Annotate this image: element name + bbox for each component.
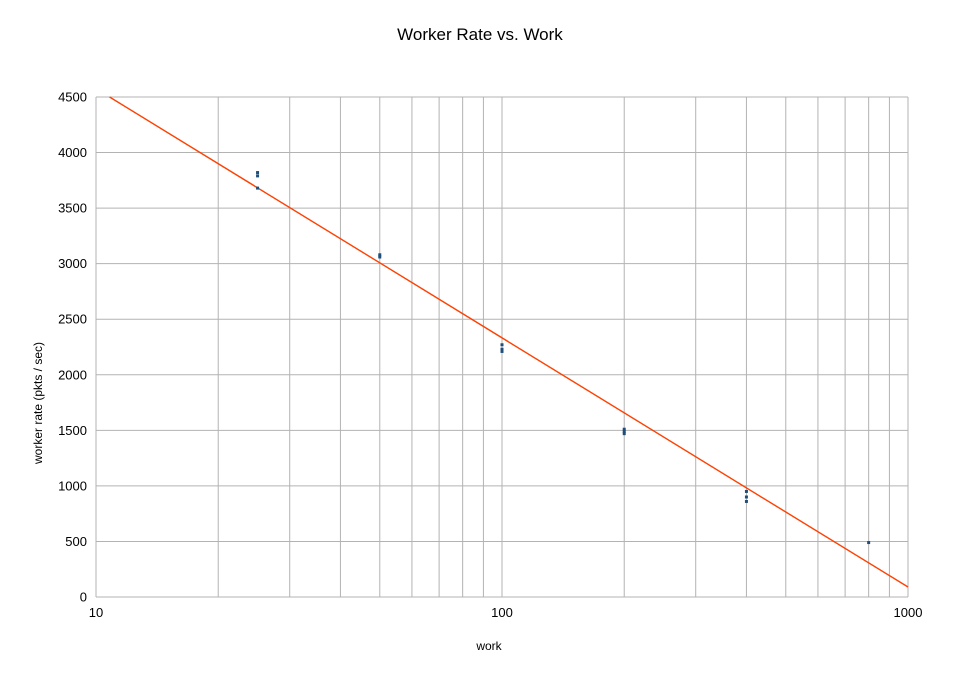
data-point bbox=[256, 174, 260, 178]
y-tick-label: 3000 bbox=[58, 256, 87, 271]
trendline bbox=[109, 96, 909, 588]
data-point bbox=[867, 541, 871, 545]
y-tick-label: 4500 bbox=[58, 90, 87, 105]
y-tick-label: 1000 bbox=[58, 478, 87, 493]
data-point bbox=[622, 429, 626, 433]
y-axis-title: worker rate (pkts / sec) bbox=[31, 342, 45, 465]
y-tick-label: 3500 bbox=[58, 201, 87, 216]
x-tick-label: 100 bbox=[491, 605, 513, 620]
data-point bbox=[744, 495, 748, 499]
y-tick-label: 500 bbox=[65, 534, 87, 549]
chart-title: Worker Rate vs. Work bbox=[397, 25, 563, 44]
tick-labels: 0 500 1000 1500 2000 2500 3000 3500 4000 4500 10 10… bbox=[58, 90, 922, 621]
y-tick-label: 2000 bbox=[58, 367, 87, 382]
data-point bbox=[622, 427, 626, 431]
data-point bbox=[256, 171, 260, 175]
data-point bbox=[378, 255, 382, 259]
data-point bbox=[622, 432, 626, 436]
data-point bbox=[500, 343, 504, 347]
x-tick-label: 1000 bbox=[894, 605, 923, 620]
data-point bbox=[744, 489, 748, 493]
data-point bbox=[378, 253, 382, 257]
y-tick-label: 2500 bbox=[58, 312, 87, 327]
x-axis-title: work bbox=[475, 639, 502, 653]
y-tick-label: 4000 bbox=[58, 145, 87, 160]
y-tick-label: 1500 bbox=[58, 423, 87, 438]
x-tick-label: 10 bbox=[89, 605, 103, 620]
data-points bbox=[256, 171, 871, 545]
data-point bbox=[256, 186, 260, 190]
data-point bbox=[500, 347, 504, 351]
y-tick-label: 0 bbox=[80, 590, 87, 605]
data-point bbox=[744, 499, 748, 503]
grid bbox=[95, 96, 909, 598]
data-point bbox=[500, 349, 504, 353]
trendline-line bbox=[109, 96, 909, 588]
